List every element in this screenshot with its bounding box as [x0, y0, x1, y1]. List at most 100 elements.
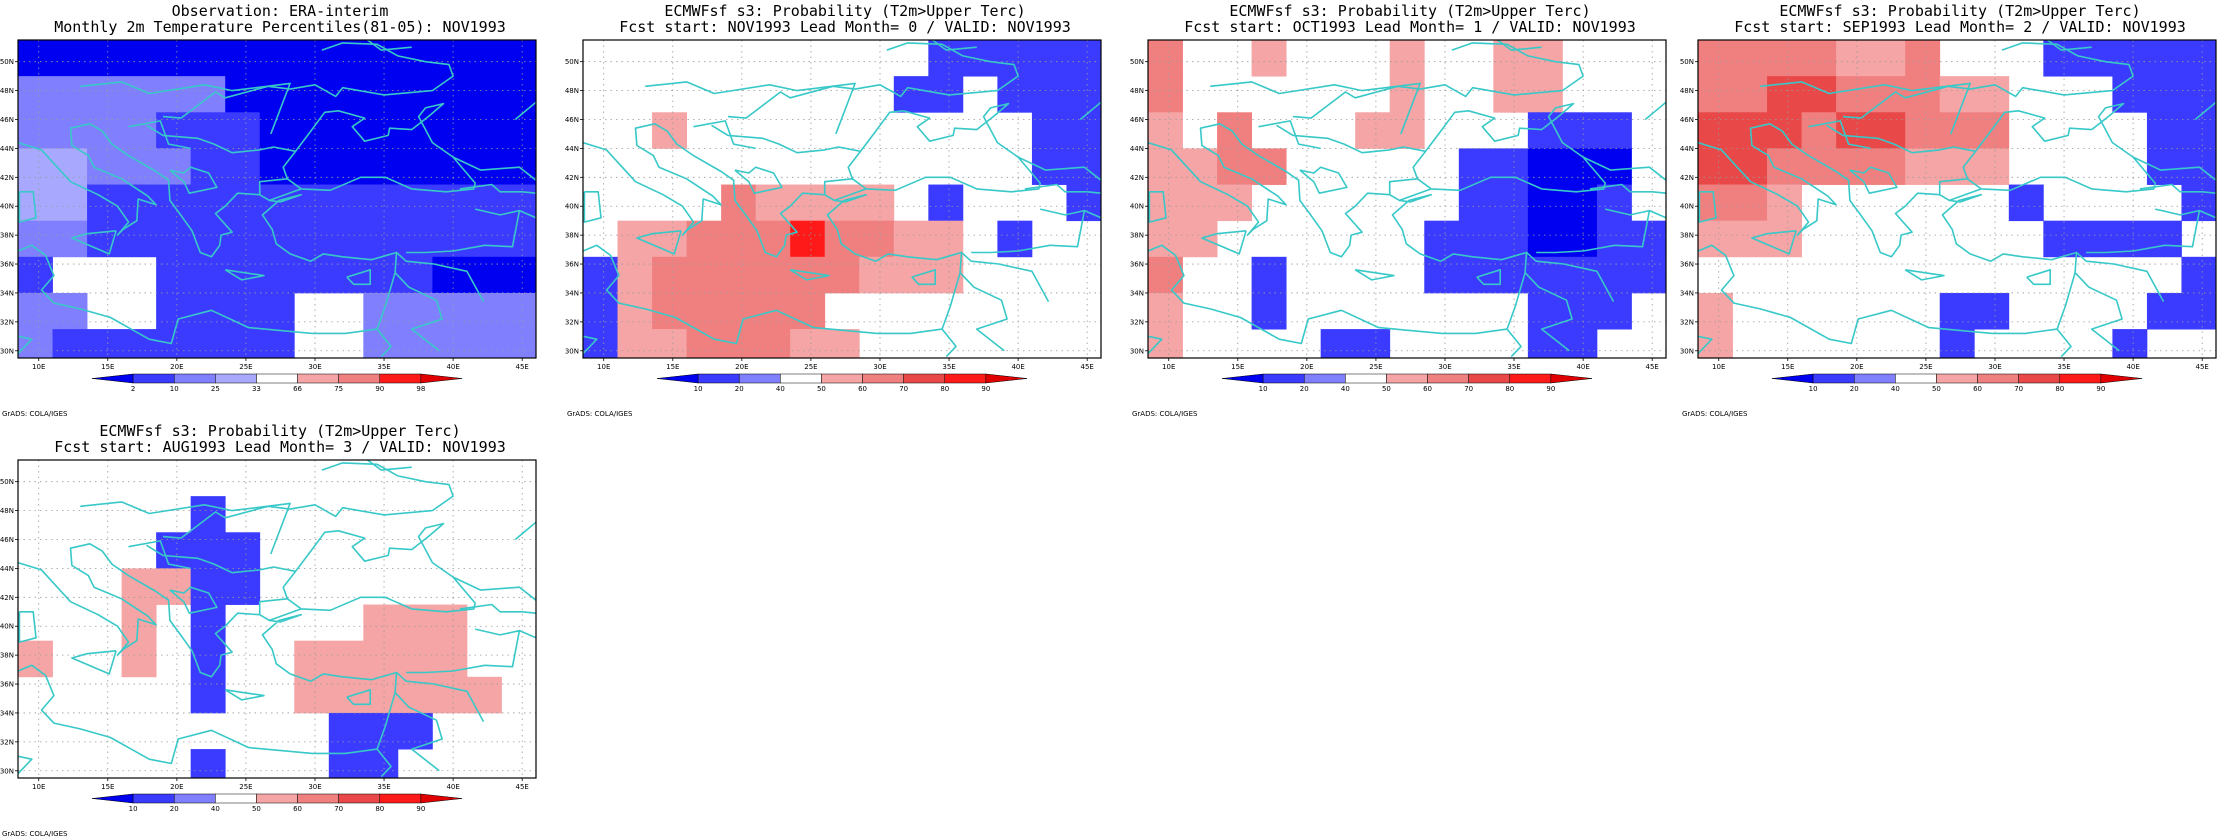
- lat-tick-label: 40N: [0, 203, 14, 211]
- lat-tick-label: 46N: [565, 116, 579, 124]
- coastline: [394, 272, 443, 352]
- coastline: [2075, 251, 2165, 302]
- colorbar: 10 20 40 50 60 70 80 90: [656, 373, 1028, 393]
- colorbar-label: 50: [252, 805, 261, 813]
- colorbar-label: 80: [1505, 385, 1514, 393]
- coastline: [224, 269, 265, 281]
- grid-cell: [259, 112, 537, 149]
- colorbar-segment: [338, 793, 381, 804]
- colorbar-segment: [1427, 373, 1469, 384]
- lat-tick-label: 42N: [1130, 174, 1144, 182]
- colorbar-segment: [91, 793, 134, 804]
- lat-tick-label: 36N: [0, 681, 14, 689]
- colorbar-segment: [2059, 373, 2102, 384]
- colorbar-label: 98: [416, 385, 425, 393]
- coastline: [394, 692, 443, 772]
- grid-cell: [2112, 329, 2148, 359]
- grid-cell: [1389, 40, 1425, 77]
- grid-cell: [928, 40, 1102, 77]
- lat-tick-label: 38N: [0, 232, 14, 240]
- colorbar-label: 2: [131, 385, 135, 393]
- coastline: [1201, 230, 1247, 255]
- coastline: [971, 208, 1086, 254]
- lon-tick-label: 25E: [804, 363, 817, 371]
- coastline: [367, 40, 412, 51]
- colorbar-label: 50: [1382, 385, 1391, 393]
- coastline: [2086, 208, 2201, 254]
- grid-cell: [1527, 329, 1598, 359]
- map-canvas: 10E 15E 20E 25E 30E 35E 40E 45E 30N 32N 34N 36N 38N 4…: [0, 459, 537, 813]
- lon-tick-label: 20E: [170, 783, 183, 791]
- colorbar-segment: [379, 793, 422, 804]
- coastline: [18, 335, 33, 355]
- coastline: [406, 208, 521, 254]
- colorbar: 10 20 40 50 60 70 80 90: [1221, 373, 1593, 393]
- lat-tick-label: 30N: [1130, 347, 1144, 355]
- grid-cell: [190, 568, 261, 605]
- grads-credit: GrADS: COLA/IGES: [2, 830, 68, 838]
- grid-cell: [363, 292, 537, 330]
- coastline: [583, 102, 1042, 258]
- grid-cell: [2181, 256, 2217, 294]
- coastline: [1024, 183, 1101, 194]
- grid-cell: [1698, 220, 1802, 258]
- map-panel-lead-3: ECMWFsf s3: Probability (T2m>Upper Terc)…: [0, 420, 560, 840]
- grid-cell: [1458, 148, 1529, 185]
- colorbar-segment: [420, 793, 463, 804]
- colorbar-segment: [1509, 373, 1552, 384]
- lat-tick-label: 48N: [1680, 87, 1694, 95]
- lon-tick-label: 30E: [1988, 363, 2001, 371]
- coastline: [1589, 183, 1666, 194]
- colorbar-segment: [903, 373, 946, 384]
- lat-tick-label: 50N: [1680, 58, 1694, 66]
- colorbar-label: 20: [1850, 385, 1859, 393]
- coastline: [169, 166, 218, 194]
- lat-tick-label: 44N: [565, 145, 579, 153]
- coastline: [258, 598, 288, 615]
- grid-cell: [1251, 40, 1287, 77]
- grid-cell: [1836, 40, 1906, 77]
- grid-cell: [1148, 220, 1218, 258]
- grid-cell: [190, 604, 226, 642]
- lat-tick-label: 48N: [0, 507, 14, 515]
- colorbar-label: 40: [211, 805, 220, 813]
- coastline: [1148, 191, 1167, 223]
- grid-cell: [1148, 256, 1183, 294]
- lon-tick-label: 15E: [101, 363, 114, 371]
- coastline: [1644, 101, 1666, 121]
- grid-cell: [652, 112, 687, 149]
- lon-tick-label: 25E: [1369, 363, 1382, 371]
- lon-tick-label: 20E: [735, 363, 748, 371]
- coastline: [80, 81, 291, 135]
- coastline: [583, 335, 598, 355]
- coastline: [346, 268, 372, 286]
- grid-cell: [1939, 76, 2010, 113]
- grid-cell: [1389, 76, 1425, 113]
- coastline: [18, 522, 477, 678]
- lat-tick-label: 30N: [0, 767, 14, 775]
- lat-tick-label: 38N: [0, 652, 14, 660]
- grid-cell: [1320, 329, 1391, 359]
- coastline: [459, 183, 536, 194]
- grid-cell: [1031, 112, 1102, 149]
- coastline: [1497, 40, 1542, 51]
- panel-title-line-1: ECMWFsf s3: Probability (T2m>Upper Terc): [664, 2, 1026, 20]
- coastline: [1299, 166, 1348, 194]
- grid-cell: [259, 148, 537, 185]
- colorbar-segment: [1468, 373, 1511, 384]
- coastline: [583, 191, 602, 223]
- panel-title-line-1: ECMWFsf s3: Probability (T2m>Upper Terc): [1229, 2, 1591, 20]
- colorbar-segment: [697, 373, 740, 384]
- lon-tick-label: 35E: [377, 363, 390, 371]
- grid-cell: [328, 712, 433, 750]
- lat-tick-label: 46N: [1680, 116, 1694, 124]
- lat-tick-label: 50N: [565, 58, 579, 66]
- grid-cell: [1148, 40, 1183, 77]
- coastline: [1536, 208, 1651, 254]
- colorbar-segment: [1303, 373, 1346, 384]
- colorbar-label: 90: [1546, 385, 1555, 393]
- coastline: [727, 42, 1019, 119]
- lat-tick-label: 46N: [0, 536, 14, 544]
- colorbar-label: 60: [293, 805, 302, 813]
- colorbar-segment: [862, 373, 904, 384]
